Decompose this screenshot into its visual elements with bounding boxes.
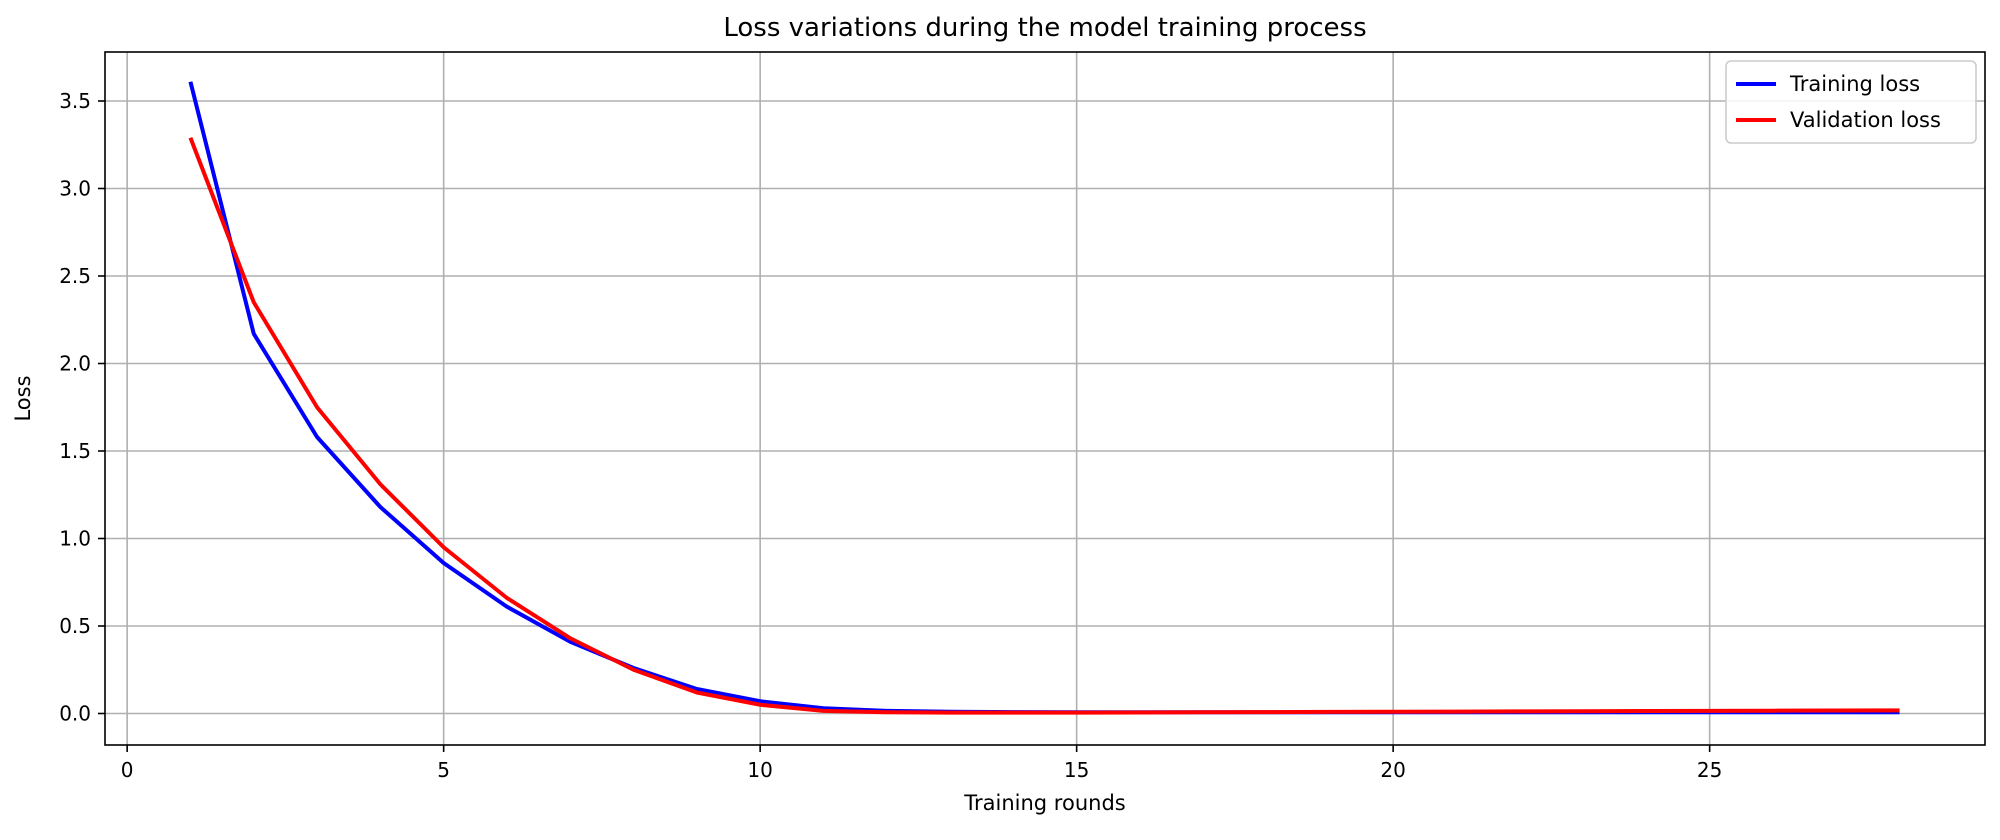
x-tick-label: 5 — [437, 758, 450, 782]
legend: Training loss Validation loss — [1725, 60, 1977, 144]
series-layer — [188, 81, 1900, 715]
x-axis-title: Training rounds — [963, 791, 1125, 815]
chart-title: Loss variations during the model trainin… — [723, 13, 1366, 43]
y-tick-label: 2.5 — [59, 264, 91, 288]
x-tick-label: 25 — [1697, 758, 1722, 782]
y-tick-label: 0.0 — [59, 702, 91, 726]
x-tick-label: 10 — [747, 758, 772, 782]
x-tick-label: 20 — [1380, 758, 1405, 782]
legend-label-training-loss: Training loss — [1789, 72, 1920, 96]
y-tick-label: 2.0 — [59, 352, 91, 376]
plot-area-frame — [104, 51, 1986, 746]
legend-box — [1725, 60, 1977, 144]
y-tick-label: 1.5 — [59, 439, 91, 463]
x-tick-label: 0 — [121, 758, 134, 782]
y-tick-label: 3.5 — [59, 89, 91, 113]
x-tick-label: 15 — [1064, 758, 1089, 782]
legend-label-validation-loss: Validation loss — [1790, 108, 1941, 132]
y-tick-label: 0.5 — [59, 614, 91, 638]
y-tick-label: 1.0 — [59, 527, 91, 551]
series-line-validation-loss — [188, 137, 1900, 715]
y-tick-label: 3.0 — [59, 177, 91, 201]
y-axis-title: Loss — [11, 375, 35, 421]
axis-ticks: 0 5 10 15 20 25 0.0 0.5 1.0 1.5 2.0 2.5 3.0 3.5 — [59, 89, 1722, 782]
